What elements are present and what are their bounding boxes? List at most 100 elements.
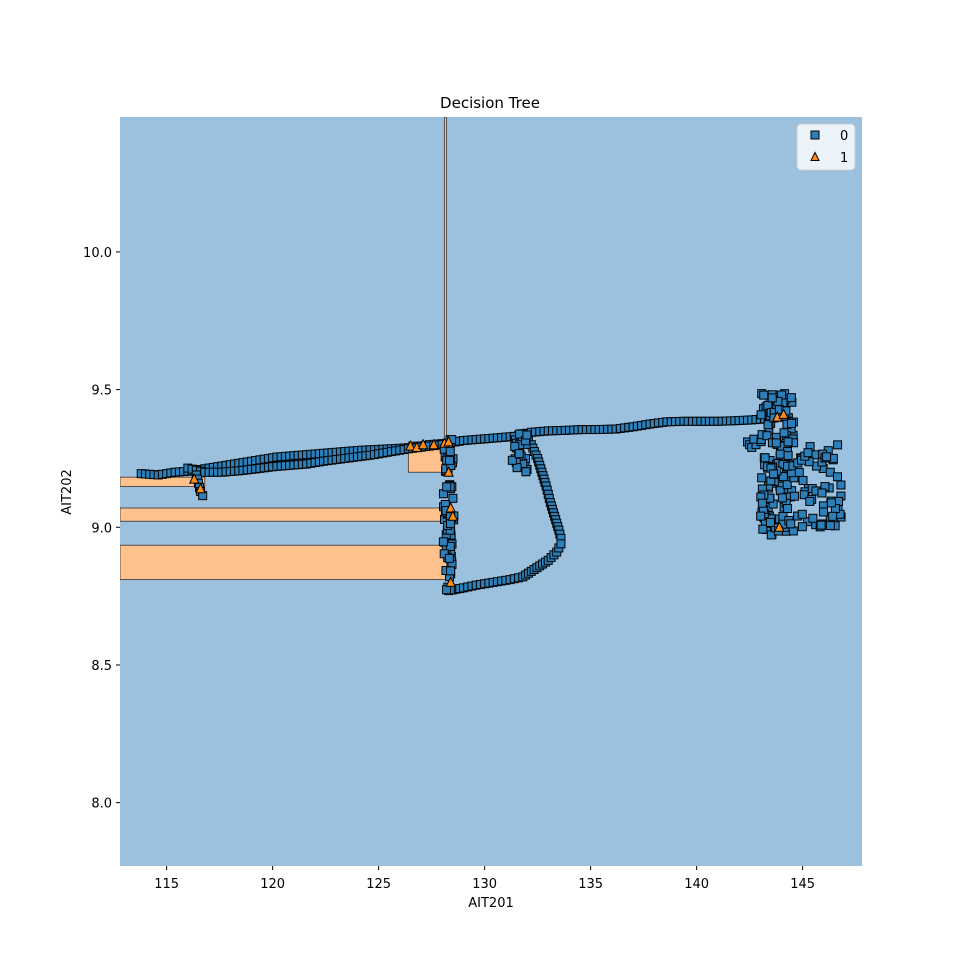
point-series-0-538	[789, 491, 799, 501]
point-series-0-569	[822, 452, 832, 462]
point-series-1-11	[445, 576, 457, 587]
point-series-0-487	[763, 420, 773, 430]
legend: 0 1	[796, 123, 856, 171]
x-tick-label-0: 115	[154, 877, 179, 892]
decision-region-1-4	[443, 117, 447, 443]
series-1-points	[188, 408, 789, 587]
point-series-0-288	[556, 539, 566, 549]
x-axis-label: AIT201	[468, 896, 513, 911]
point-series-1-14	[774, 521, 785, 532]
point-series-0-506	[760, 453, 770, 463]
point-series-0-355	[442, 585, 452, 595]
y-axis-label: AIT202	[60, 469, 75, 514]
point-series-0-498	[765, 517, 775, 527]
decision-region-1-1	[120, 507, 447, 522]
point-series-0-482	[778, 472, 788, 482]
point-series-0-400	[757, 473, 767, 483]
decision-region-1-0	[120, 544, 447, 581]
point-series-0-470	[756, 410, 766, 420]
point-series-0-452	[759, 390, 769, 400]
point-series-0-483	[756, 511, 766, 521]
point-series-0-568	[803, 448, 813, 458]
point-series-0-557	[805, 496, 815, 506]
point-series-0-571	[833, 440, 843, 450]
point-series-0-346	[439, 549, 449, 559]
point-series-0-591	[521, 467, 531, 477]
point-series-0-585	[507, 455, 517, 465]
point-series-0-501	[771, 438, 781, 448]
point-series-0-360	[446, 566, 456, 576]
point-series-1-7	[443, 435, 454, 447]
x-tick-label-4: 135	[578, 877, 603, 892]
chart-title: Decision Tree	[440, 94, 540, 112]
point-series-0-351	[438, 537, 448, 547]
point-series-0-565	[817, 488, 827, 498]
point-series-0-497	[767, 393, 777, 403]
legend-marker-series-0	[810, 130, 820, 140]
point-series-0-484	[762, 431, 772, 441]
point-series-1-0	[188, 472, 200, 484]
point-series-0-590	[522, 430, 532, 440]
x-tick-label-6: 145	[790, 877, 815, 892]
x-tick-label-2: 125	[366, 877, 391, 892]
plot-area	[120, 117, 862, 866]
point-series-0-512	[783, 451, 793, 461]
point-series-0-336	[448, 493, 458, 503]
point-series-0-354	[445, 455, 455, 465]
point-series-0-513	[786, 393, 796, 403]
decision-region-class-0	[120, 117, 862, 866]
legend-label-series-1: 1	[840, 151, 848, 166]
point-series-0-492	[786, 519, 796, 529]
y-tick-label-2: 9.0	[91, 521, 112, 536]
point-series-0-520	[797, 522, 807, 532]
point-series-0-554	[818, 507, 828, 517]
point-series-0-573	[797, 509, 807, 519]
point-series-0-472	[777, 493, 787, 503]
point-series-1-10	[447, 510, 459, 521]
legend-label-series-0: 0	[840, 129, 848, 144]
point-series-0-361	[444, 553, 454, 563]
point-series-0-589	[514, 449, 524, 459]
point-series-1-5	[428, 438, 440, 450]
point-series-0-533	[836, 480, 846, 490]
point-series-1-2	[405, 439, 416, 451]
point-series-1-4	[417, 438, 429, 450]
point-series-0-496	[786, 418, 796, 428]
y-tick-label-4: 10.0	[83, 246, 112, 261]
x-tick-label-3: 130	[472, 877, 497, 892]
y-tick-label-1: 8.5	[91, 659, 112, 674]
point-series-0-333	[445, 541, 455, 551]
y-axis: 8.0 8.5 9.0 9.5 10.0	[83, 246, 120, 812]
point-series-1-1	[195, 482, 206, 494]
point-series-0-495	[757, 498, 767, 508]
point-series-0-511	[768, 469, 778, 479]
point-series-0-539	[808, 513, 818, 523]
x-tick-label-1: 120	[260, 877, 285, 892]
point-series-0-563	[794, 467, 804, 477]
x-tick-label-5: 140	[684, 877, 709, 892]
point-series-0-363	[442, 482, 452, 492]
point-series-0-525	[799, 490, 809, 500]
point-series-0-447	[779, 428, 789, 438]
point-series-0-485	[783, 437, 793, 447]
point-series-0-362	[445, 519, 455, 529]
series-0-points	[136, 389, 846, 596]
point-series-0-572	[826, 498, 836, 508]
legend-marker-series-1	[810, 151, 820, 161]
point-series-1-13	[778, 408, 789, 419]
point-series-0-559	[798, 475, 808, 485]
point-series-1-8	[443, 466, 454, 477]
point-series-0-556	[816, 520, 826, 530]
x-axis: 115 120 125 130 135 140 145	[154, 866, 815, 892]
point-series-0-564	[828, 511, 838, 521]
point-series-0-566	[833, 472, 843, 482]
point-series-0-491	[758, 524, 768, 534]
point-series-0-570	[825, 521, 835, 531]
point-series-0-474	[775, 449, 785, 459]
point-series-0-582	[512, 463, 522, 473]
point-series-0-494	[783, 503, 793, 513]
point-series-0-359	[445, 447, 455, 457]
point-series-1-9	[445, 501, 457, 513]
y-tick-label-3: 9.5	[91, 384, 112, 399]
